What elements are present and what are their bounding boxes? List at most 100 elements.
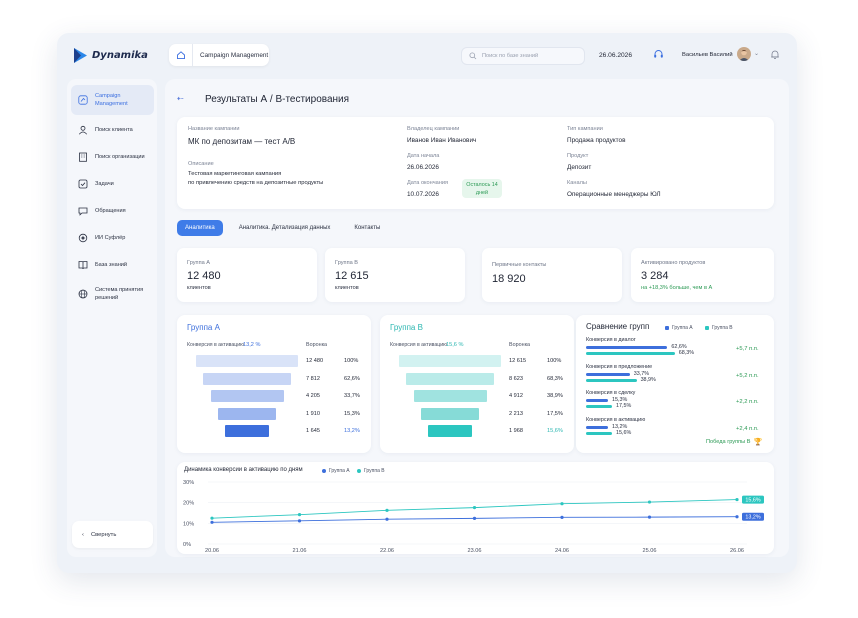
sidebar-item-requests[interactable]: Обращения: [71, 198, 154, 224]
comparison-value-b: 17,5%: [616, 403, 632, 409]
main-content: ⇠ Результаты А / В-тестирования Название…: [165, 79, 789, 557]
series-point: [647, 515, 652, 519]
sidebar-item-tasks[interactable]: Задачи: [71, 171, 154, 197]
user-name[interactable]: Васильев Василий: [682, 52, 733, 58]
chevron-down-icon[interactable]: ⌄: [754, 51, 760, 57]
search-icon: [469, 52, 477, 60]
funnel-percent: 68,3%: [547, 375, 563, 382]
funnel-percent: 15,3%: [344, 410, 360, 417]
building-icon: [79, 152, 87, 162]
x-tick-label: 20.06: [205, 548, 219, 554]
winner-label: Победа группы В 🏆: [706, 438, 762, 446]
comparison-bar-b: [586, 431, 612, 435]
end-value: 10.07.2026: [407, 191, 439, 198]
legend-label: Группа А: [329, 468, 350, 474]
stat-sub: клиентов: [187, 285, 211, 291]
funnel-count: 12 615: [509, 358, 527, 364]
comparison-bar-a: [586, 346, 668, 349]
desc-line-1: Тестовая маркетинговая кампания: [188, 171, 282, 177]
comparison-diff: +2,2 п.п.: [736, 399, 759, 405]
start-value: 26.06.2026: [407, 164, 439, 171]
comparison-value-a: 33,7%: [633, 370, 650, 377]
type-value: Продажа продуктов: [567, 137, 626, 144]
tab-contacts[interactable]: Контакты: [354, 225, 381, 231]
stat-card-activated: Активировано продуктов 3 284 на +18,3% б…: [631, 248, 774, 302]
collapse-button[interactable]: ‹ Свернуть: [72, 521, 153, 548]
series-point: [210, 516, 214, 520]
home-icon[interactable]: [169, 44, 193, 66]
legend-swatch: [705, 326, 709, 330]
sidebar-item-campaign-management[interactable]: Campaign Management: [71, 85, 154, 115]
sidebar-item-decision-system[interactable]: Система принятия решений: [71, 279, 154, 309]
y-tick-label: 0%: [183, 542, 191, 548]
campaign-name: МК по депозитам — тест А/В: [188, 137, 296, 146]
chat-icon: [78, 207, 88, 216]
page-title: Результаты А / В-тестирования: [205, 94, 350, 105]
logo[interactable]: Dynamika: [73, 47, 148, 64]
sidebar-item-label: Campaign Management: [95, 93, 128, 107]
remaining-line-1: Осталось 14: [466, 182, 498, 188]
funnel-count: 2 213: [509, 410, 523, 417]
comparison-bar-a: [586, 425, 608, 429]
x-tick-label: 23.06: [468, 548, 482, 554]
chart-legend-a: Группа А: [322, 468, 350, 474]
top-bar: Dynamika Campaign Management Поиск по ба…: [57, 33, 797, 77]
search-placeholder: Поиск по базе знаний: [482, 53, 539, 59]
campaign-info-card: Название кампании МК по депозитам — тест…: [177, 117, 774, 209]
start-label: Дата начала: [407, 153, 440, 159]
comparison-row-label: Конверсия в активацию: [586, 416, 646, 423]
sidebar-item-client-search[interactable]: Поиск клиента: [71, 117, 154, 143]
comparison-diff: +2,4 п.п.: [736, 425, 759, 432]
conversion-label: Конверсия в активацию: [390, 342, 448, 348]
x-tick-label: 22.06: [380, 548, 394, 554]
sidebar-item-org-search[interactable]: Поиск организации: [71, 144, 154, 170]
legend-label: Группа А: [672, 325, 693, 331]
series-point: [297, 513, 302, 517]
conversion-label: Конверсия в активацию: [187, 342, 245, 348]
funnel-bar: [217, 407, 277, 420]
legend-label: Группа В: [364, 468, 385, 474]
funnel-percent: 13,2%: [344, 428, 360, 434]
channels-value: Операционные менеджеры ЮЛ: [567, 191, 661, 198]
funnel-percent: 100%: [547, 358, 562, 364]
sidebar-item-ai-prompter[interactable]: ИИ Суфлёр: [71, 225, 154, 251]
funnel-count: 7 812: [306, 375, 320, 382]
stat-label: Группа А: [187, 260, 211, 266]
funnel-bar: [399, 355, 501, 367]
sidebar-item-label: База знаний: [95, 262, 128, 268]
series-point: [472, 506, 477, 510]
search-input[interactable]: Поиск по базе знаний: [461, 47, 585, 65]
funnel-count: 12 480: [306, 358, 324, 364]
panel-title: Группа А: [187, 323, 220, 332]
x-tick-label: 21.06: [293, 548, 307, 554]
funnel-bar: [225, 425, 269, 437]
back-icon[interactable]: ⇠: [177, 94, 184, 103]
series-point: [472, 516, 477, 520]
chart-title: Динамика конверсии в активацию по дням: [184, 467, 303, 473]
funnel-percent: 17,5%: [547, 410, 563, 417]
headset-icon[interactable]: [653, 49, 664, 60]
legend-group-a: Группа А: [665, 325, 693, 331]
avatar[interactable]: [737, 47, 751, 61]
comparison-bar-b: [586, 405, 612, 408]
user-icon: [78, 125, 88, 135]
comparison-bar-a: [586, 372, 630, 376]
product-label: Продукт: [567, 153, 589, 159]
funnel-count: 1 910: [306, 410, 320, 417]
sidebar-item-knowledge-base[interactable]: База знаний: [71, 252, 154, 278]
breadcrumb[interactable]: Campaign Management: [169, 44, 269, 66]
stat-label: Группа В: [335, 260, 359, 266]
comparison-value-a: 62,6%: [671, 344, 687, 350]
tab-analytics[interactable]: Аналитика: [177, 220, 223, 236]
funnel-count: 4 205: [306, 393, 320, 399]
tab-analytics-details[interactable]: Аналитика. Детализация данных: [238, 225, 331, 231]
panel-title: Группа В: [390, 323, 423, 332]
type-label: Тип кампании: [567, 126, 603, 132]
comparison-bar-b: [586, 352, 675, 355]
remaining-line-2: дней: [475, 190, 489, 196]
funnel-bar: [210, 390, 284, 402]
funnel-bar: [196, 355, 298, 367]
legend-swatch: [357, 469, 361, 473]
bell-icon[interactable]: [770, 49, 780, 60]
sidebar: Campaign Management Поиск клиента Поиск …: [67, 79, 157, 557]
